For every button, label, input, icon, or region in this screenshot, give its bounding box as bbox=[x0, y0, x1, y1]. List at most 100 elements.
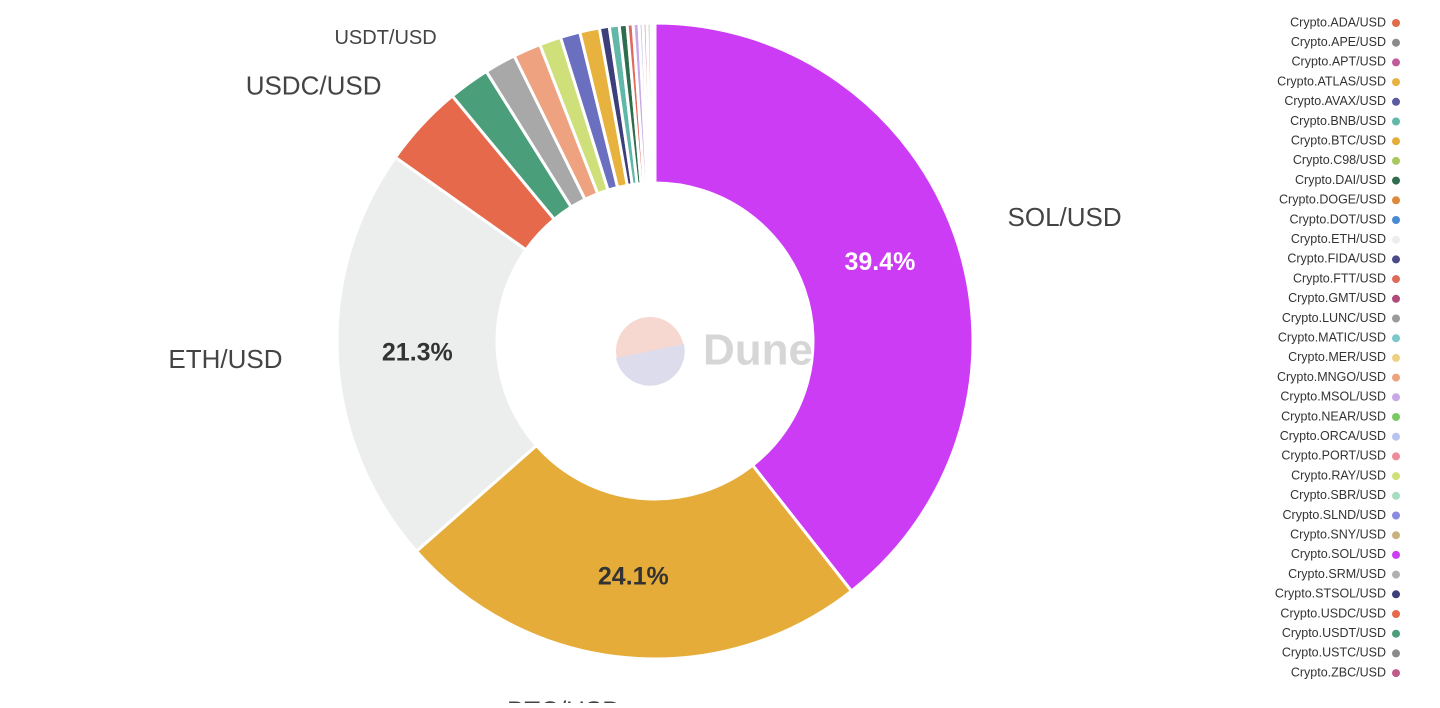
legend-dot bbox=[1392, 78, 1400, 87]
legend-item[interactable]: Crypto.RAY/USD bbox=[1291, 468, 1400, 482]
legend-item[interactable]: Crypto.DAI/USD bbox=[1295, 173, 1400, 187]
legend-item[interactable]: Crypto.DOGE/USD bbox=[1279, 193, 1400, 207]
legend-dot bbox=[1392, 58, 1400, 67]
legend-label: Crypto.SOL/USD bbox=[1291, 547, 1386, 561]
slice-label: SOL/USD bbox=[1008, 202, 1122, 232]
legend-item[interactable]: Crypto.FIDA/USD bbox=[1287, 252, 1400, 266]
legend-label: Crypto.RAY/USD bbox=[1291, 468, 1386, 482]
slice-label: USDT/USD bbox=[334, 27, 436, 49]
legend-dot bbox=[1392, 117, 1400, 126]
legend-item[interactable]: Crypto.PORT/USD bbox=[1281, 449, 1400, 463]
legend-label: Crypto.MATIC/USD bbox=[1278, 330, 1386, 344]
slice bbox=[651, 21, 657, 185]
legend-label: Crypto.SLND/USD bbox=[1283, 508, 1387, 522]
legend-label: Crypto.LUNC/USD bbox=[1282, 311, 1386, 325]
legend-dot bbox=[1392, 196, 1400, 205]
legend-item[interactable]: Crypto.SRM/USD bbox=[1288, 567, 1400, 581]
legend-label: Crypto.APE/USD bbox=[1291, 35, 1386, 49]
legend-item[interactable]: Crypto.ADA/USD bbox=[1290, 15, 1400, 29]
legend-item[interactable]: Crypto.ZBC/USD bbox=[1291, 665, 1400, 679]
legend-item[interactable]: Crypto.MNGO/USD bbox=[1277, 370, 1400, 384]
legend-label: Crypto.BNB/USD bbox=[1290, 114, 1386, 128]
legend-dot bbox=[1392, 19, 1400, 27]
legend-dot bbox=[1392, 235, 1400, 244]
legend-dot bbox=[1392, 373, 1400, 382]
legend-item[interactable]: Crypto.C98/USD bbox=[1293, 153, 1400, 167]
legend-item[interactable]: Crypto.USTC/USD bbox=[1282, 646, 1400, 660]
slice-label: BTC/USD bbox=[507, 695, 621, 703]
legend-item[interactable]: Crypto.MSOL/USD bbox=[1280, 390, 1400, 404]
legend-dot bbox=[1392, 393, 1400, 402]
legend-label: Crypto.SBR/USD bbox=[1290, 488, 1386, 502]
legend-item[interactable]: Crypto.USDC/USD bbox=[1280, 606, 1400, 620]
legend-item[interactable]: Crypto.SLND/USD bbox=[1283, 508, 1401, 522]
legend-label: Crypto.APT/USD bbox=[1292, 55, 1386, 69]
legend-dot bbox=[1392, 570, 1400, 579]
legend-label: Crypto.GMT/USD bbox=[1288, 291, 1386, 305]
legend-item[interactable]: Crypto.APT/USD bbox=[1292, 55, 1400, 69]
legend-item[interactable]: Crypto.LUNC/USD bbox=[1282, 311, 1400, 325]
legend-label: Crypto.DOGE/USD bbox=[1279, 193, 1386, 207]
legend-item[interactable]: Crypto.APE/USD bbox=[1291, 35, 1400, 49]
legend-label: Crypto.ETH/USD bbox=[1291, 232, 1386, 246]
legend-item[interactable]: Crypto.ETH/USD bbox=[1291, 232, 1400, 246]
legend-label: Crypto.DOT/USD bbox=[1289, 212, 1386, 226]
legend-label: Crypto.AVAX/USD bbox=[1284, 94, 1386, 108]
legend-label: Crypto.SRM/USD bbox=[1288, 567, 1386, 581]
legend-dot bbox=[1392, 216, 1400, 224]
legend-dot bbox=[1392, 137, 1400, 146]
slice-label: ETH/USD bbox=[168, 344, 282, 374]
legend-item[interactable]: Crypto.SNY/USD bbox=[1290, 527, 1400, 541]
legend-dot bbox=[1392, 550, 1400, 559]
legend-dot bbox=[1392, 353, 1400, 362]
legend-item[interactable]: Crypto.MATIC/USD bbox=[1278, 330, 1400, 344]
legend-dot bbox=[1392, 334, 1400, 343]
legend-label: Crypto.NEAR/USD bbox=[1281, 409, 1386, 423]
legend-label: Crypto.ORCA/USD bbox=[1280, 429, 1386, 443]
slice bbox=[335, 155, 539, 554]
slice bbox=[414, 443, 854, 661]
legend-dot bbox=[1392, 432, 1400, 441]
legend-item[interactable]: Crypto.MER/USD bbox=[1288, 350, 1400, 364]
legend-label: Crypto.FIDA/USD bbox=[1287, 252, 1386, 266]
slice bbox=[653, 21, 975, 594]
watermark: Dune bbox=[616, 317, 813, 386]
legend-label: Crypto.C98/USD bbox=[1293, 153, 1386, 167]
legend-label: Crypto.MNGO/USD bbox=[1277, 370, 1386, 384]
legend-dot bbox=[1392, 97, 1400, 106]
legend-item[interactable]: Crypto.STSOL/USD bbox=[1275, 587, 1400, 601]
legend-item[interactable]: Crypto.DOT/USD bbox=[1289, 212, 1400, 226]
value-label: 21.3% bbox=[382, 338, 453, 366]
legend-label: Crypto.MER/USD bbox=[1288, 350, 1386, 364]
legend-label: Crypto.FTT/USD bbox=[1293, 271, 1386, 285]
legend-dot bbox=[1392, 413, 1400, 421]
legend-item[interactable]: Crypto.BTC/USD bbox=[1291, 133, 1400, 147]
legend-item[interactable]: Crypto.ORCA/USD bbox=[1280, 429, 1400, 443]
legend-label: Crypto.SNY/USD bbox=[1290, 527, 1386, 541]
legend-label: Crypto.PORT/USD bbox=[1281, 449, 1386, 463]
legend-item[interactable]: Crypto.AVAX/USD bbox=[1284, 94, 1400, 108]
legend-label: Crypto.ATLAS/USD bbox=[1277, 74, 1386, 88]
pie: 39.4% SOL/USD 24.1% BTC/USD 21.3% ETH/USD USDC… bbox=[168, 21, 1122, 708]
legend-dot bbox=[1392, 156, 1400, 165]
legend-label: Crypto.USTC/USD bbox=[1282, 646, 1386, 660]
legend-item[interactable]: Crypto.FTT/USD bbox=[1293, 271, 1400, 285]
legend-item[interactable]: Crypto.BNB/USD bbox=[1290, 114, 1400, 128]
value-label: 39.4% bbox=[844, 248, 915, 276]
watermark-logo-part bbox=[616, 344, 685, 386]
legend-label: Crypto.DAI/USD bbox=[1295, 173, 1386, 187]
legend-item[interactable]: Crypto.NEAR/USD bbox=[1281, 409, 1400, 423]
legend-item[interactable]: Crypto.SBR/USD bbox=[1290, 488, 1400, 502]
legend-dot bbox=[1392, 491, 1400, 500]
legend-item[interactable]: Crypto.SOL/USD bbox=[1291, 547, 1400, 561]
legend-item[interactable]: Crypto.GMT/USD bbox=[1288, 291, 1400, 305]
legend-dot bbox=[1392, 275, 1400, 284]
legend-item[interactable]: Crypto.USDT/USD bbox=[1282, 626, 1400, 640]
legend-dot bbox=[1392, 531, 1400, 540]
legend-dot bbox=[1392, 511, 1400, 520]
legend-label: Crypto.ZBC/USD bbox=[1291, 665, 1386, 679]
legend-dot bbox=[1392, 629, 1400, 638]
value-label: 24.1% bbox=[598, 563, 669, 591]
legend-item[interactable]: Crypto.ATLAS/USD bbox=[1277, 74, 1400, 88]
